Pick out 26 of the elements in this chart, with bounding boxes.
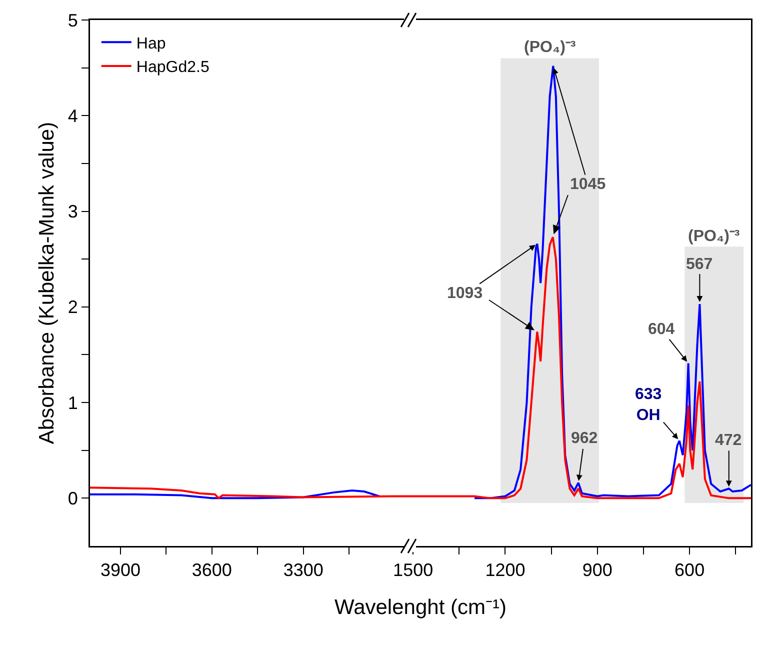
- y-tick-label: 5: [68, 10, 78, 30]
- x-tick-label: 3300: [283, 560, 324, 580]
- annotation: 1093: [447, 285, 483, 302]
- x-tick-label: 1500: [393, 560, 434, 580]
- band-label: (PO₄)⁻³: [688, 228, 740, 245]
- y-tick-label: 1: [68, 392, 78, 413]
- band-label: (PO₄)⁻³: [524, 39, 576, 56]
- annotation: 962: [571, 430, 598, 447]
- y-tick-label: 0: [68, 488, 78, 508]
- x-tick-label: 3600: [192, 560, 232, 580]
- y-tick-label: 2: [68, 297, 78, 318]
- y-tick-label: 4: [68, 106, 78, 126]
- x-tick-label: 3900: [100, 560, 141, 580]
- annotation: 604: [648, 321, 675, 338]
- x-tick-label: 600: [674, 560, 705, 580]
- y-axis-title: Absorbance (Kubelka-Munk value): [35, 122, 58, 444]
- x-axis-title: Wavelenght (cm⁻¹): [334, 595, 508, 620]
- x-tick-label: 900: [582, 560, 612, 580]
- annotation: 1045: [570, 176, 606, 193]
- x-tick-label: 1200: [485, 560, 526, 580]
- annotation: 633 OH: [635, 386, 662, 424]
- legend-label: Hap: [136, 35, 166, 52]
- annotation: 472: [715, 432, 742, 449]
- annotation: 567: [686, 256, 713, 273]
- legend-label: HapGd2.5: [136, 59, 210, 76]
- y-tick-label: 3: [68, 202, 78, 222]
